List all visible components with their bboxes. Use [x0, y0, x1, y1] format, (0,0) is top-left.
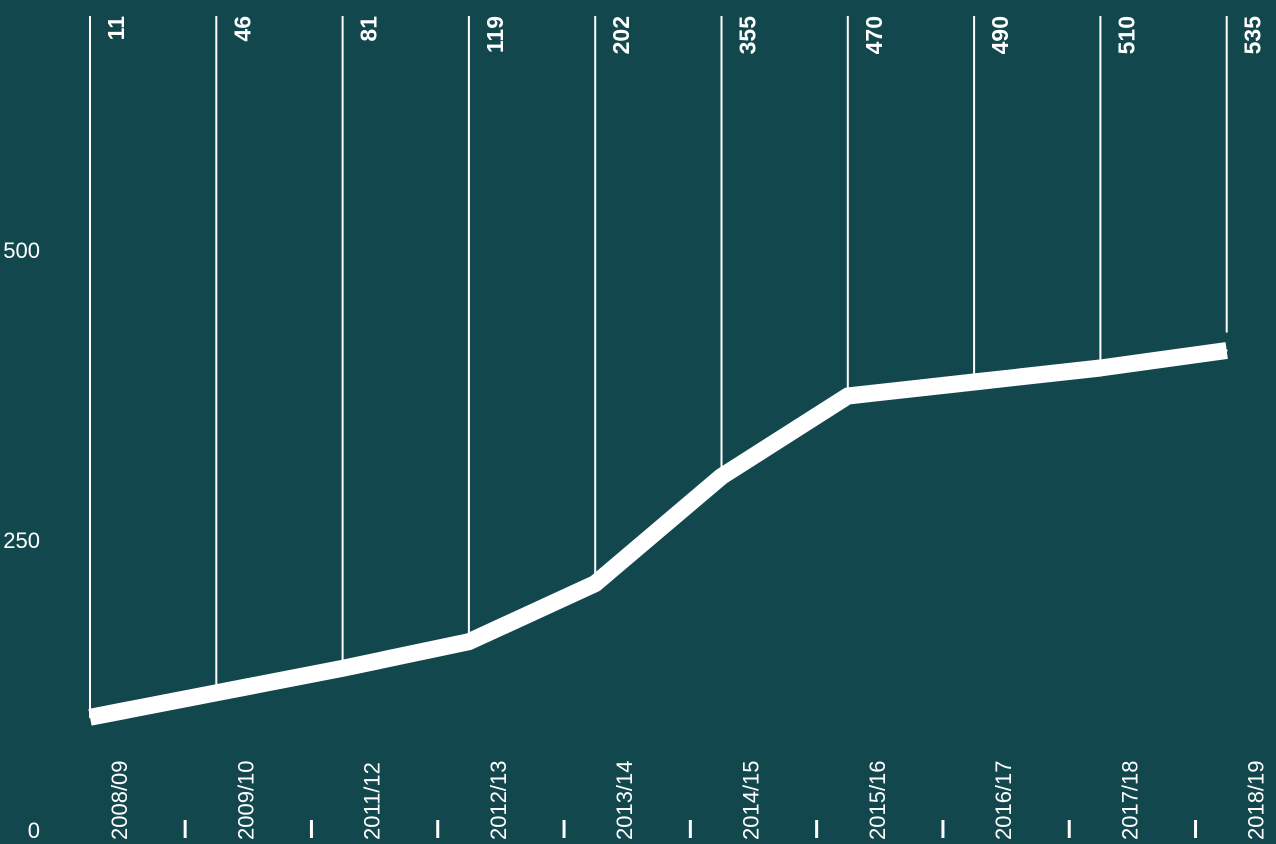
axis-dash — [688, 820, 692, 838]
data-point — [594, 582, 597, 585]
category-label: 2013/14 — [612, 760, 637, 840]
data-point — [215, 691, 218, 694]
data-point — [89, 716, 91, 719]
y-axis-ticks: 0 250 500 — [3, 238, 40, 843]
axis-dash-marks — [183, 820, 1198, 838]
category-label: 2016/17 — [991, 760, 1016, 840]
data-point — [341, 667, 344, 670]
axis-dash — [1194, 820, 1198, 838]
axis-dash — [436, 820, 440, 838]
axis-dash — [941, 820, 945, 838]
value-label: 81 — [356, 16, 382, 42]
series-line — [88, 342, 1228, 726]
value-label: 470 — [861, 16, 887, 54]
value-label: 535 — [1240, 16, 1266, 55]
value-drop-lines — [89, 16, 1228, 718]
category-label: 2014/15 — [739, 760, 764, 840]
y-tick-label: 500 — [3, 238, 40, 263]
value-label: 355 — [735, 16, 761, 55]
value-label: 490 — [987, 16, 1013, 54]
axis-dash — [815, 820, 819, 838]
category-label: 2017/18 — [1117, 760, 1142, 840]
data-point — [973, 381, 976, 383]
data-point — [846, 395, 849, 397]
category-label: 2009/10 — [233, 760, 258, 840]
value-label: 11 — [103, 16, 129, 41]
category-labels: 2008/09 2009/10 2011/12 2012/13 2013/14 2014/… — [107, 760, 1269, 840]
category-label: 2011/12 — [360, 762, 385, 840]
category-label: 2012/13 — [486, 760, 511, 840]
value-label: 46 — [229, 16, 255, 42]
category-label: 2008/09 — [107, 760, 132, 840]
axis-dash — [562, 820, 566, 838]
category-label: 2018/19 — [1244, 760, 1269, 840]
series-line-path — [88, 342, 1228, 726]
axis-dash — [1067, 820, 1071, 838]
value-label: 119 — [482, 16, 508, 53]
value-label: 202 — [608, 16, 634, 54]
value-labels: 11 46 81 119 202 355 470 490 510 535 — [103, 16, 1266, 55]
data-point — [1099, 367, 1102, 369]
y-tick-label: 0 — [28, 818, 40, 843]
value-label: 510 — [1113, 16, 1139, 54]
y-tick-label: 250 — [3, 528, 40, 553]
data-point — [1225, 349, 1228, 352]
data-point — [720, 475, 723, 478]
axis-dash — [183, 820, 187, 838]
axis-dash — [309, 820, 313, 838]
category-label: 2015/16 — [865, 760, 890, 840]
data-point — [467, 640, 470, 643]
